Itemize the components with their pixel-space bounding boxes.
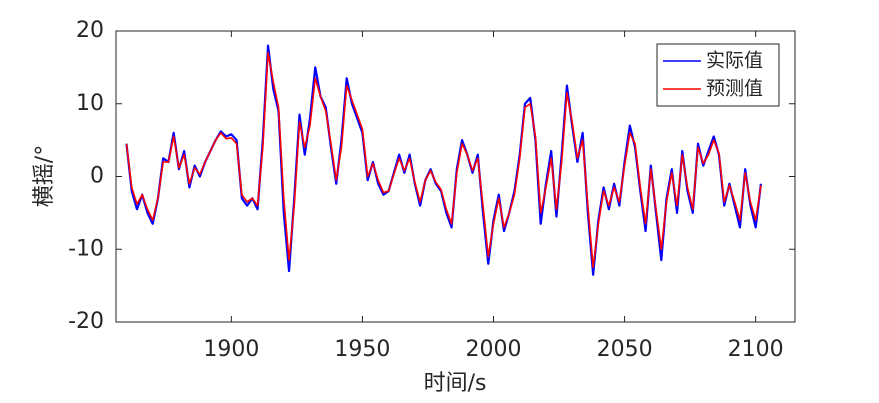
- y-tick-label: 0: [90, 164, 104, 189]
- x-tick-label: 1900: [203, 337, 259, 362]
- legend-label: 预测值: [706, 78, 763, 100]
- x-tick-label: 1950: [334, 337, 390, 362]
- x-tick-label: 2050: [597, 337, 653, 362]
- series-line: [125, 52, 762, 269]
- legend-box: [656, 43, 780, 107]
- y-tick-label: 20: [76, 18, 104, 43]
- y-tick-label: -10: [68, 236, 104, 261]
- legend-label: 实际值: [706, 50, 763, 72]
- y-tick-label: -20: [68, 309, 104, 334]
- x-axis-label: 时间/s: [424, 371, 487, 396]
- y-tick-label: 10: [76, 91, 104, 116]
- y-axis-label: 横摇/°: [32, 145, 57, 207]
- x-tick-label: 2000: [466, 337, 522, 362]
- x-tick-label: 2100: [728, 337, 784, 362]
